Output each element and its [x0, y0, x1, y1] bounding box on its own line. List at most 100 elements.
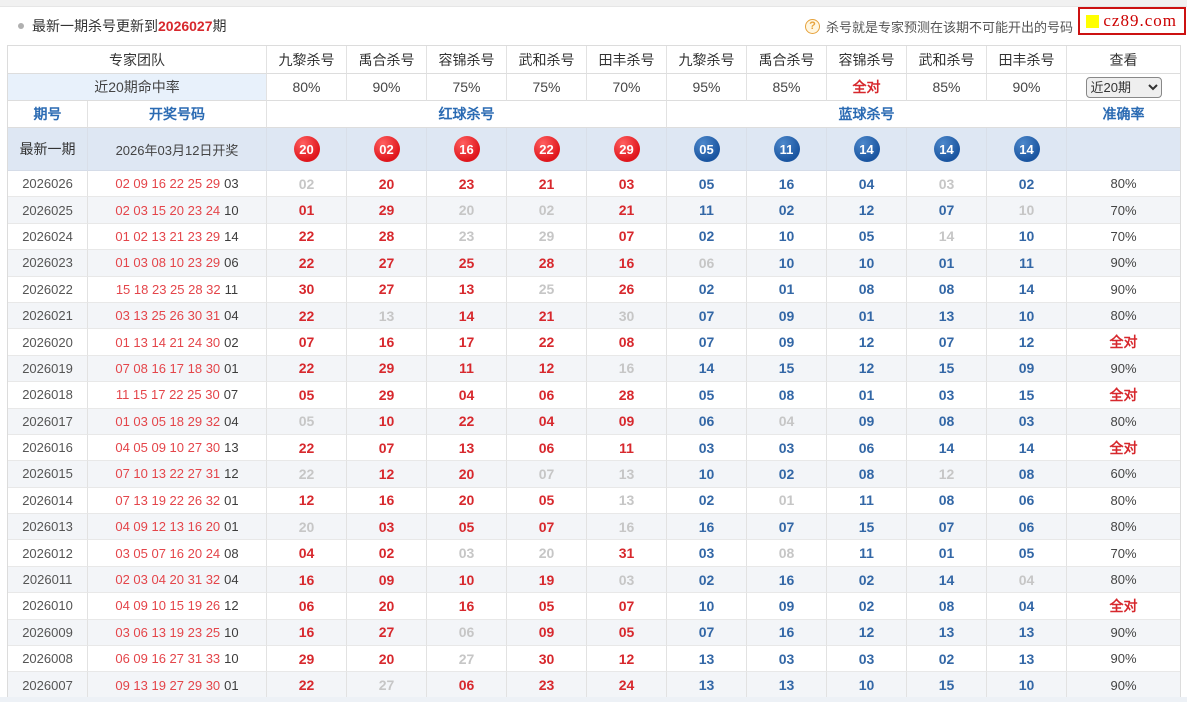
blue-kill-cell: 04: [747, 408, 827, 435]
column-header-row: 期号 开奖号码 红球杀号 蓝球杀号 准确率: [8, 101, 1180, 128]
draw-numbers-cell: 01 13 14 21 24 30 02: [88, 329, 267, 356]
blue-kill-number: 09: [778, 597, 795, 614]
blue-kill-cell: 06: [667, 250, 747, 277]
red-kill-cell: 23: [507, 672, 587, 699]
blue-kill-number: 02: [858, 571, 875, 588]
red-kill-cell: 16: [347, 329, 427, 356]
draw-blue-number: 11: [224, 281, 239, 297]
draw-red-numbers: 01 02 13 21 23 29: [115, 228, 221, 244]
red-kill-cell: 20: [347, 593, 427, 620]
red-kill-number: 07: [618, 597, 635, 614]
red-kill-number: 22: [298, 228, 315, 245]
help-icon[interactable]: ?: [805, 18, 820, 34]
blue-kill-cell: 08: [827, 276, 907, 303]
red-kill-number: 17: [458, 334, 475, 351]
draw-blue-number: 01: [224, 360, 239, 376]
blue-kill-number: 13: [698, 677, 715, 694]
blue-kill-number: 02: [858, 597, 875, 614]
period-cell: 2026009: [8, 619, 88, 647]
range-select-cell: 近20期: [1067, 74, 1180, 101]
period-cell: 2026018: [8, 382, 88, 409]
draw-red-numbers: 03 05 07 16 20 24: [115, 545, 221, 561]
red-kill-number: 06: [458, 677, 475, 694]
red-kill-cell: 21: [507, 171, 587, 198]
period-cell: 2026007: [8, 672, 88, 699]
red-kill-cell: 03: [347, 514, 427, 541]
range-select[interactable]: 近20期: [1085, 76, 1162, 98]
period-cell: 2026008: [8, 646, 88, 673]
blue-kill-number: 08: [1018, 465, 1035, 482]
red-kill-number: 22: [298, 360, 315, 377]
red-kill-number: 29: [298, 650, 315, 667]
red-kill-cell: 16: [587, 355, 667, 383]
table-row: 2026019 07 08 16 17 18 30 01 22 29 11 12 16 14 15…: [8, 355, 1180, 383]
blue-kill-cell: 05: [827, 223, 907, 251]
hit-rate-value: 95%: [667, 74, 747, 101]
draw-numbers-cell: 02 03 15 20 23 24 10: [88, 197, 267, 224]
red-kill-cell: 27: [347, 276, 427, 303]
accuracy-cell: 60%: [1067, 461, 1180, 488]
red-ball: 20: [293, 136, 320, 162]
blue-kill-number: 08: [858, 465, 875, 482]
blue-kill-cell: 03: [667, 434, 747, 462]
red-kill-number: 19: [538, 571, 555, 588]
blue-kill-cell: 07: [907, 197, 987, 224]
red-kill-cell: 05: [507, 487, 587, 515]
red-kill-cell: 21: [507, 302, 587, 330]
red-kill-cell: 07: [507, 461, 587, 488]
blue-kill-number: 12: [858, 360, 875, 377]
blue-kill-number: 01: [778, 492, 795, 509]
red-kill-cell: 07: [507, 514, 587, 541]
period-cell: 2026011: [8, 566, 88, 594]
draw-blue-number: 10: [224, 651, 239, 667]
blue-kill-number: 06: [858, 439, 875, 456]
red-kill-number: 27: [458, 650, 475, 667]
accuracy-cell: 全对: [1067, 435, 1180, 462]
draw-red-numbers: 15 18 23 25 28 32: [115, 281, 221, 297]
red-kill-number: 03: [378, 518, 395, 535]
blue-kill-number: 08: [938, 597, 955, 614]
blue-kill-cell: 16: [667, 514, 747, 541]
blue-kill-number: 02: [1018, 175, 1035, 192]
blue-kill-number: 05: [698, 175, 715, 192]
red-kill-cell: 04: [267, 540, 347, 567]
latest-blue-ball-cell: 14: [907, 128, 987, 171]
update-notice-prefix: 最新一期杀号更新到: [32, 18, 158, 34]
site-logo[interactable]: cz89.com: [1078, 7, 1186, 35]
blue-kill-cell: 03: [907, 382, 987, 409]
blue-kill-cell: 13: [907, 302, 987, 330]
latest-blue-ball-cell: 11: [747, 128, 827, 171]
hit-rate-value: 85%: [747, 74, 827, 101]
draw-blue-number: 01: [224, 677, 239, 693]
blue-kill-cell: 03: [987, 408, 1067, 435]
red-kill-cell: 25: [427, 250, 507, 277]
draw-numbers-cell: 09 13 19 27 29 30 01: [88, 672, 267, 699]
blue-kill-number: 16: [778, 175, 795, 192]
period-cell: 2026015: [8, 461, 88, 488]
red-kill-cell: 07: [347, 434, 427, 462]
red-kill-number: 20: [378, 175, 395, 192]
blue-kill-cell: 10: [987, 197, 1067, 224]
period-cell: 2026023: [8, 250, 88, 277]
table-row: 2026010 04 09 10 15 19 26 12 06 20 16 05 07 10 09…: [8, 593, 1180, 620]
red-kill-number: 06: [298, 597, 315, 614]
red-kill-cell: 07: [267, 329, 347, 356]
latest-blue-ball-cell: 14: [987, 128, 1067, 171]
red-kill-cell: 05: [427, 514, 507, 541]
red-kill-number: 06: [538, 386, 555, 403]
logo-square-icon: [1086, 14, 1100, 28]
blue-kill-number: 10: [858, 677, 875, 694]
blue-kill-cell: 07: [667, 329, 747, 356]
latest-blue-ball-cell: 05: [667, 128, 747, 171]
blue-kill-number: 03: [858, 650, 875, 667]
data-rows: 2026026 02 09 16 22 25 29 03 02 20 23 21 03 05 16…: [8, 171, 1180, 699]
red-kill-number: 02: [298, 175, 315, 192]
red-kill-cell: 31: [587, 540, 667, 567]
expert-col-header: 九黎杀号: [267, 46, 347, 74]
draw-numbers-cell: 07 08 16 17 18 30 01: [88, 355, 267, 383]
blue-kill-number: 10: [778, 228, 795, 245]
accuracy-cell: 80%: [1067, 303, 1180, 330]
blue-kill-number: 09: [778, 334, 795, 351]
blue-kill-cell: 14: [907, 223, 987, 251]
draw-red-numbers: 02 03 04 20 31 32: [115, 572, 221, 588]
